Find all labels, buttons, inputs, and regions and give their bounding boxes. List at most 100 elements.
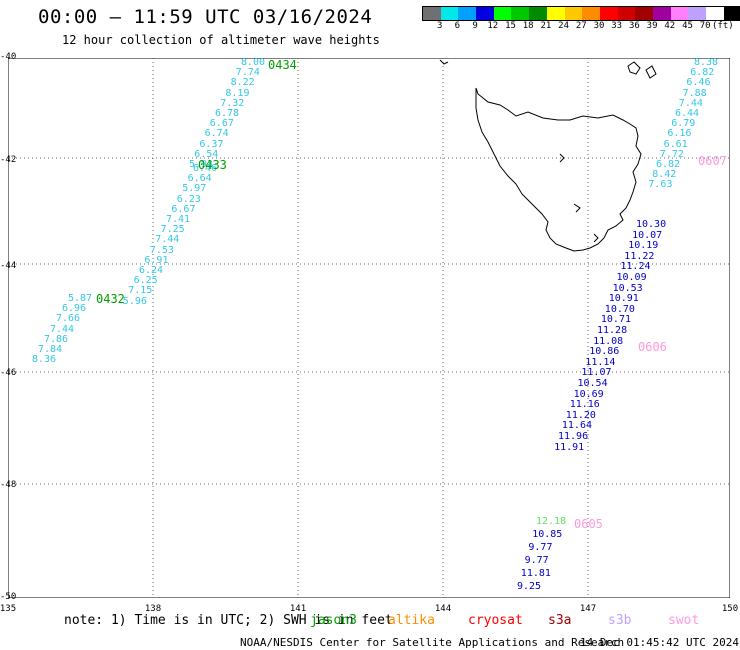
wave-height-value: 10.85 [532, 529, 563, 540]
colorbar-swatch [564, 7, 583, 20]
wave-height-value: 6.67 [171, 203, 196, 215]
wave-height-value: 7.63 [648, 179, 673, 191]
wave-height-value: 10.54 [577, 378, 608, 389]
wave-height-value: 9.77 [528, 542, 553, 553]
track-time-label: 0605 [574, 517, 603, 531]
colorbar-swatch [723, 7, 740, 20]
wave-height-value: 6.54 [194, 148, 219, 160]
wave-height-value: 7.86 [44, 333, 69, 345]
wave-height-colorbar [422, 6, 740, 21]
track-time-label: 0432 [96, 292, 125, 306]
footer-note: note: 1) Time is in UTC; 2) SWH is in fe… [64, 613, 393, 628]
wave-height-value: 6.44 [675, 108, 700, 119]
colorbar-swatch [440, 7, 459, 20]
wave-height-value: 6.46 [686, 77, 711, 89]
wave-height-value: 10.71 [600, 314, 631, 326]
islands-north [439, 59, 657, 243]
wave-height-value: 6.37 [199, 138, 224, 150]
wave-height-value: 8.22 [230, 77, 255, 89]
wave-height-value: 11.07 [581, 367, 612, 379]
wave-height-value: 7.84 [38, 344, 63, 355]
wave-height-value: 11.81 [520, 568, 551, 579]
wave-height-value: 7.44 [678, 97, 703, 109]
wave-height-value: 10.07 [632, 229, 663, 241]
wave-height-value: 7.25 [160, 224, 185, 236]
latitude-tick: -50 [0, 592, 17, 602]
colorbar-label: 27 [575, 21, 587, 31]
wave-height-value: 11.96 [558, 431, 589, 442]
colorbar-swatch [688, 7, 706, 20]
wave-height-value: 11.24 [620, 261, 651, 273]
wave-height-value: 6.24 [139, 265, 164, 276]
wave-height-value: 10.30 [636, 219, 667, 230]
colorbar-label: 6 [454, 21, 461, 31]
footer-credit: NOAA/NESDIS Center for Satellite Applica… [240, 636, 625, 649]
colorbar-swatch [546, 7, 565, 20]
wave-height-value: 11.16 [569, 399, 600, 411]
wave-height-value: 11.14 [585, 356, 616, 368]
track-time-label: 0606 [638, 340, 667, 354]
wave-height-value: 6.16 [667, 128, 692, 140]
wave-height-value: 10.86 [589, 346, 620, 358]
wave-height-value: 11.28 [597, 325, 628, 336]
longitude-tick: 141 [289, 604, 307, 614]
wave-height-value: 12.18 [536, 516, 567, 527]
wave-height-value: 10.19 [628, 240, 659, 252]
wave-height-value: 6.25 [133, 275, 158, 287]
colorbar-swatch [476, 7, 494, 20]
map-svg [8, 58, 730, 598]
latitude-tick: -40 [0, 52, 17, 62]
wave-height-value: 10.69 [573, 388, 604, 400]
colorbar-label: 42 [664, 21, 676, 31]
wave-height-value: 7.15 [128, 285, 153, 297]
colorbar-label: 30 [593, 21, 605, 31]
track-time-label: 0433 [198, 158, 227, 172]
wave-height-value: 5.87 [68, 293, 93, 304]
colorbar-swatch [458, 7, 477, 20]
colorbar-label: 39 [646, 21, 658, 31]
wave-height-value: 11.08 [593, 335, 624, 347]
wave-height-value: 6.82 [656, 159, 681, 170]
wave-height-value: 6.79 [671, 118, 696, 130]
colorbar-swatch [423, 7, 441, 20]
colorbar-swatch [652, 7, 671, 20]
satellite-legend-altika: altika [388, 613, 435, 628]
wave-height-value: 6.91 [144, 254, 169, 266]
wave-height-value: 5.97 [182, 183, 207, 195]
longitude-tick: 138 [144, 604, 162, 614]
wave-height-value: 8.36 [32, 354, 57, 366]
page-subtitle: 12 hour collection of altimeter wave hei… [62, 33, 380, 47]
colorbar-label: 24 [558, 21, 570, 31]
tasmania-coastline [475, 87, 642, 252]
wave-height-value: 6.46 [193, 163, 218, 174]
colorbar-swatch [511, 7, 530, 20]
longitude-tick: 147 [579, 604, 597, 614]
wave-height-value: 7.66 [56, 313, 81, 325]
wave-height-value: 7.44 [50, 323, 75, 335]
longitude-tick: 144 [434, 604, 452, 614]
colorbar-label: 12 [487, 21, 499, 31]
colorbar-swatch [635, 7, 653, 20]
wave-height-value: 7.41 [166, 214, 191, 225]
longitude-tick: 150 [721, 604, 739, 614]
wave-height-value: 6.96 [62, 303, 87, 315]
wave-height-value: 7.32 [220, 97, 245, 109]
colorbar-label: 70 [699, 21, 711, 31]
footer-timestamp: 14 Dec 01:45:42 UTC 2024 [580, 636, 739, 649]
wave-height-value: 7.44 [155, 234, 180, 246]
colorbar-label: 9 [472, 21, 478, 31]
longitude-tick: 135 [0, 604, 17, 614]
colorbar-label: 18 [522, 21, 534, 31]
wave-height-value: 11.64 [561, 420, 592, 432]
colorbar-label: (ft) [712, 21, 734, 31]
wave-height-value: 5.93 [189, 159, 214, 170]
map-plot: 8.00 7.74 8.22 8.19 7.32 6.78 6.67 6.74 6.37 6.54… [8, 58, 730, 598]
colorbar-label: 3 [436, 21, 443, 31]
wave-height-value: 6.64 [187, 173, 212, 185]
wave-height-value: 8.00 [241, 58, 266, 68]
wave-height-value: 6.23 [176, 193, 201, 205]
satellite-legend-cryosat: cryosat [468, 613, 523, 628]
wave-height-value: 8.19 [225, 87, 250, 99]
colorbar-label: 45 [682, 21, 693, 31]
wave-height-value: 6.67 [209, 118, 234, 130]
